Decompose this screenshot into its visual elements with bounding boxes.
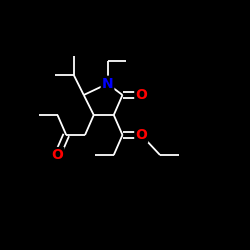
Text: O: O <box>52 148 64 162</box>
Text: O: O <box>135 128 147 142</box>
Text: N: N <box>102 77 113 91</box>
Text: O: O <box>135 88 147 102</box>
